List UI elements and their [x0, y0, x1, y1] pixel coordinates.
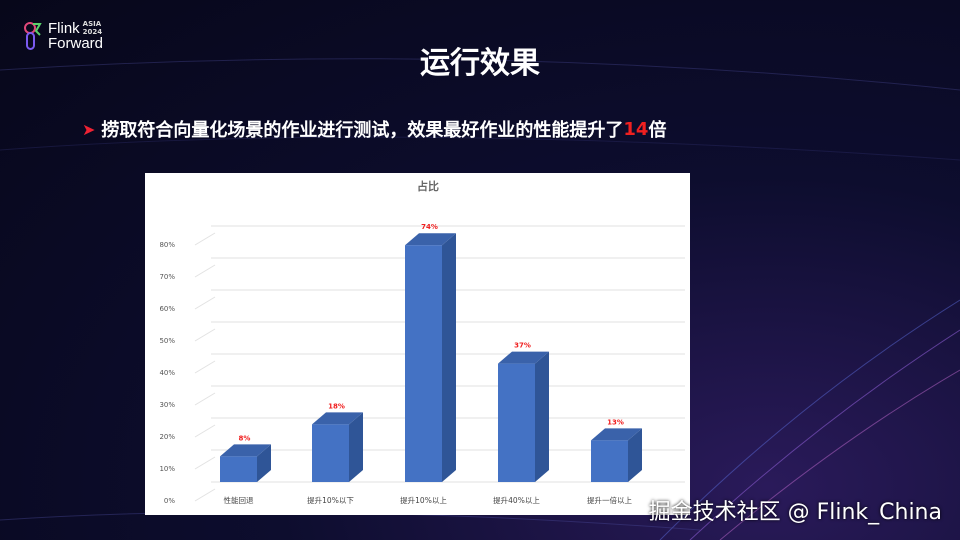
bar [405, 245, 442, 482]
bar-top [405, 233, 456, 246]
logo-year: 2024 [82, 28, 103, 36]
bar [312, 424, 349, 482]
y-tick-label: 40% [159, 369, 175, 377]
chart-container: 占比 0% 10% 20% 30% 40% 50% 60% 70% 80% 8% 性能回退 18% 提升1… [145, 173, 690, 515]
x-tick-label: 提升一倍以上 [587, 495, 632, 505]
data-label: 18% [328, 402, 345, 410]
bullet-point: ➤ 捞取符合向量化场景的作业进行测试，效果最好作业的性能提升了 14 倍 [82, 116, 666, 142]
bar-top [220, 444, 271, 457]
bar [220, 456, 257, 482]
slide-title: 运行效果 [420, 46, 540, 81]
x-tick-label: 提升10%以下 [307, 495, 354, 505]
gridline-depth [194, 264, 216, 278]
y-tick-label: 30% [159, 401, 175, 409]
y-tick-label: 60% [159, 305, 175, 313]
bar-side [628, 428, 642, 482]
bar-top [312, 412, 363, 425]
data-label: 74% [421, 223, 438, 231]
bullet-text: 捞取符合向量化场景的作业进行测试，效果最好作业的性能提升了 [101, 120, 624, 141]
bar-side [257, 444, 271, 482]
flink-logo-icon [24, 21, 42, 50]
flink-forward-logo: Flink ASIA 2024 Forward [24, 20, 103, 51]
logo-tag: ASIA [82, 20, 102, 28]
bar-side [535, 351, 549, 482]
y-tick-label: 0% [164, 497, 175, 505]
x-tick-label: 提升40%以上 [493, 495, 540, 505]
data-label: 13% [607, 418, 624, 426]
x-tick-label: 性能回退 [224, 495, 254, 505]
bar-top [591, 428, 642, 441]
y-tick-label: 50% [159, 337, 175, 345]
bullet-suffix: 倍 [648, 120, 667, 141]
bar-chart: 占比 0% 10% 20% 30% 40% 50% 60% 70% 80% 8% 性能回退 18% 提升1… [159, 179, 685, 505]
y-tick-label: 20% [159, 433, 175, 441]
gridline-depth [194, 296, 216, 310]
arrow-bullet-icon: ➤ [82, 119, 96, 139]
gridline-depth [194, 488, 216, 502]
gridline-depth [194, 424, 216, 438]
bar [591, 440, 628, 482]
y-tick-label: 70% [159, 273, 175, 281]
gridline-depth [194, 456, 216, 470]
watermark: 掘金技术社区 @ Flink_China [648, 500, 942, 525]
x-tick-label: 提升10%以上 [400, 495, 447, 505]
data-label: 8% [239, 434, 251, 442]
bar-top [498, 351, 549, 364]
bullet-highlight: 14 [623, 118, 649, 140]
gridline-depth [194, 392, 216, 406]
bar-side [349, 412, 363, 482]
bar [498, 363, 535, 482]
chart-title: 占比 [417, 179, 439, 193]
logo-line1: Flink [48, 20, 80, 37]
data-label: 37% [514, 342, 531, 350]
bar-side [442, 233, 456, 482]
gridline-depth [194, 328, 216, 342]
gridline-depth [194, 360, 216, 374]
logo-line2: Forward [48, 35, 104, 52]
y-tick-label: 80% [159, 241, 175, 249]
y-tick-label: 10% [159, 465, 175, 473]
gridline-depth [194, 232, 216, 246]
